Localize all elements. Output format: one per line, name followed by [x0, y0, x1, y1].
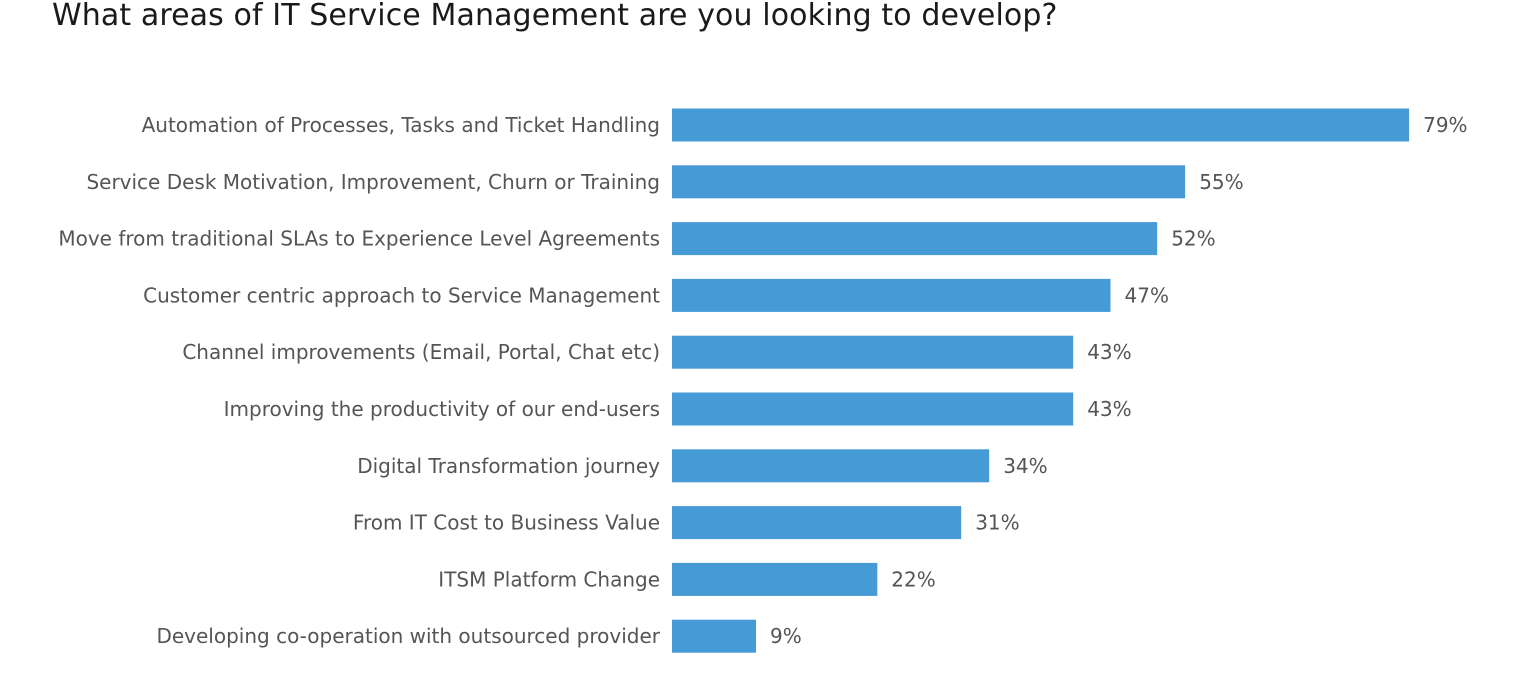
bar	[672, 222, 1158, 256]
bar	[672, 562, 878, 596]
bar	[672, 506, 962, 540]
category-label: Developing co-operation with outsourced …	[156, 624, 660, 648]
value-label: 31%	[975, 511, 1019, 535]
bar	[672, 392, 1074, 426]
value-label: 52%	[1171, 227, 1215, 251]
bar	[672, 449, 990, 483]
category-label: Move from traditional SLAs to Experience…	[58, 227, 660, 251]
category-label: Channel improvements (Email, Portal, Cha…	[182, 340, 660, 364]
category-label: Customer centric approach to Service Man…	[143, 283, 660, 307]
bar	[672, 335, 1074, 369]
category-label: Digital Transformation journey	[357, 454, 660, 478]
value-label: 22%	[891, 567, 935, 591]
value-label: 34%	[1003, 454, 1047, 478]
bar	[672, 278, 1111, 312]
chart-title: What areas of IT Service Management are …	[52, 0, 1058, 33]
value-label: 47%	[1125, 283, 1169, 307]
value-label: 43%	[1087, 397, 1131, 421]
category-label: Service Desk Motivation, Improvement, Ch…	[86, 170, 660, 194]
category-label: From IT Cost to Business Value	[353, 511, 660, 535]
value-label: 9%	[770, 624, 802, 648]
bar	[672, 108, 1410, 142]
category-label: Improving the productivity of our end-us…	[224, 397, 660, 421]
category-label: Automation of Processes, Tasks and Ticke…	[142, 113, 660, 137]
bar	[672, 165, 1186, 199]
value-label: 43%	[1087, 340, 1131, 364]
value-label: 79%	[1423, 113, 1467, 137]
bar	[672, 619, 756, 653]
value-label: 55%	[1199, 170, 1243, 194]
category-label: ITSM Platform Change	[438, 567, 660, 591]
